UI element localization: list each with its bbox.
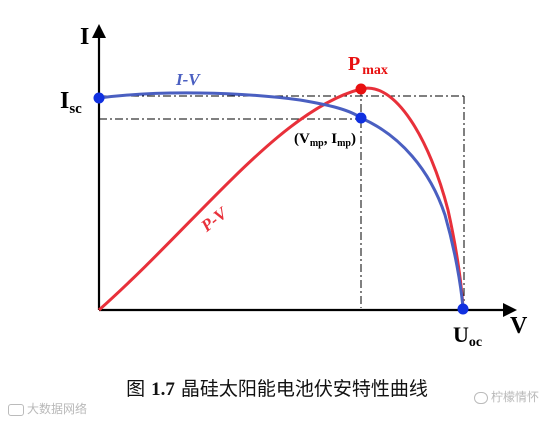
watermark-left-icon <box>8 403 24 416</box>
guide-lines <box>99 88 465 308</box>
caption-prefix: 图 <box>126 378 146 400</box>
x-axis-arrow <box>503 303 517 317</box>
iv-curve <box>98 91 465 309</box>
pmax-point <box>355 83 367 95</box>
y-axis-arrow <box>92 24 106 38</box>
isc-point <box>93 92 105 104</box>
iv-label: I-V <box>175 70 201 89</box>
wechat-icon <box>474 391 488 404</box>
uoc-point <box>457 303 469 315</box>
caption-text: 晶硅太阳能电池伏安特性曲线 <box>180 378 428 400</box>
watermark-left: 大数据网络 <box>8 400 87 417</box>
y-axis-label: I <box>80 24 89 50</box>
caption-number: 1.7 <box>151 379 175 400</box>
pv-curve <box>98 86 465 312</box>
uoc-label: Uoc <box>453 322 482 350</box>
mpp-label: (Vmp, Imp) <box>294 131 356 149</box>
mpp-point <box>355 112 367 124</box>
x-axis-label: V <box>510 313 528 339</box>
isc-label: Isc <box>60 88 82 117</box>
figure-caption: 图 1.7 晶硅太阳能电池伏安特性曲线 <box>0 374 554 401</box>
watermark-right: 柠檬情怀 <box>474 388 539 405</box>
